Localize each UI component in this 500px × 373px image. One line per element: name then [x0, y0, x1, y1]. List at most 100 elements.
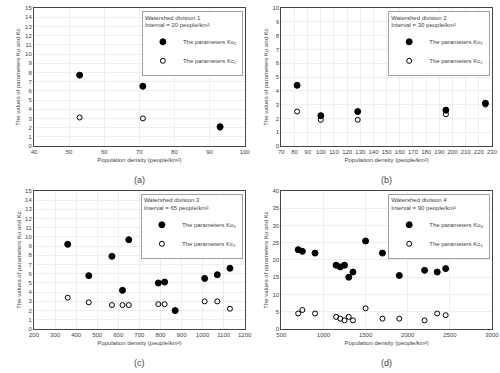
svg-text:Watershed division 3Interval =: Watershed division 3Interval = 65 people…: [144, 197, 209, 211]
svg-text:Population density (people/km²: Population density (people/km²): [344, 157, 428, 163]
svg-text:1: 1: [276, 129, 280, 135]
svg-text:200: 200: [29, 332, 40, 338]
svg-text:2: 2: [28, 308, 32, 314]
svg-text:5: 5: [276, 309, 280, 315]
svg-text:The values of parameters Ko an: The values of parameters Ko and Kc: [16, 28, 22, 125]
svg-text:800: 800: [155, 332, 166, 338]
svg-text:2: 2: [28, 125, 32, 131]
svg-text:9: 9: [28, 60, 32, 66]
svg-text:900: 900: [176, 332, 187, 338]
svg-text:500: 500: [92, 332, 103, 338]
svg-text:(a): (a): [134, 175, 145, 185]
svg-text:190: 190: [434, 149, 445, 155]
svg-text:Watershed division 1Interval =: Watershed division 1Interval = 20 people…: [145, 15, 210, 29]
svg-text:The parameters Kc₄: The parameters Kc₄: [429, 241, 483, 247]
svg-text:90: 90: [304, 149, 311, 155]
svg-text:The values of parameters Ko an: The values of parameters Ko and Kc: [263, 211, 269, 308]
svg-text:13: 13: [25, 206, 32, 212]
svg-text:15: 15: [25, 5, 32, 11]
svg-text:The parameters Ko₁: The parameters Ko₁: [183, 39, 236, 45]
svg-text:15: 15: [272, 274, 279, 280]
svg-text:6: 6: [28, 88, 32, 94]
svg-text:15: 15: [25, 188, 32, 194]
svg-text:The values of parameters Ko an: The values of parameters Ko and Kc: [263, 28, 269, 125]
svg-text:5: 5: [276, 74, 280, 80]
svg-text:40: 40: [272, 188, 279, 194]
svg-text:3: 3: [28, 298, 32, 304]
svg-text:1200: 1200: [238, 332, 252, 338]
svg-text:170: 170: [408, 149, 419, 155]
svg-text:0: 0: [28, 326, 32, 332]
svg-text:140: 140: [368, 149, 379, 155]
svg-text:7: 7: [276, 47, 280, 53]
svg-text:(b): (b): [381, 175, 392, 185]
svg-text:110: 110: [329, 149, 339, 155]
svg-text:3: 3: [276, 102, 280, 108]
svg-text:12: 12: [25, 216, 32, 222]
svg-text:100: 100: [240, 149, 251, 155]
svg-text:6: 6: [276, 60, 280, 66]
svg-text:130: 130: [355, 149, 366, 155]
svg-text:210: 210: [461, 149, 472, 155]
svg-text:5: 5: [28, 97, 32, 103]
svg-text:9: 9: [276, 19, 280, 25]
svg-text:160: 160: [395, 149, 406, 155]
svg-text:The parameters Ko₃: The parameters Ko₃: [182, 222, 236, 228]
svg-text:9: 9: [28, 243, 32, 249]
svg-text:150: 150: [382, 149, 393, 155]
svg-text:1000: 1000: [317, 332, 331, 338]
svg-text:120: 120: [342, 149, 353, 155]
svg-text:40: 40: [31, 149, 38, 155]
svg-text:11: 11: [26, 225, 33, 231]
svg-text:400: 400: [71, 332, 82, 338]
svg-text:20: 20: [272, 257, 279, 263]
svg-text:2: 2: [276, 116, 280, 122]
svg-text:Watershed division 2Interval =: Watershed division 2Interval = 30 people…: [391, 15, 456, 29]
svg-text:The parameters Kc₁: The parameters Kc₁: [183, 58, 236, 64]
svg-text:8: 8: [28, 70, 32, 76]
svg-text:2000: 2000: [401, 332, 415, 338]
svg-text:7: 7: [28, 79, 32, 85]
svg-text:1500: 1500: [359, 332, 373, 338]
svg-text:12: 12: [25, 33, 32, 39]
svg-text:10: 10: [25, 234, 32, 240]
svg-text:70: 70: [278, 149, 285, 155]
svg-text:230: 230: [487, 149, 498, 155]
svg-text:25: 25: [272, 240, 279, 246]
svg-text:10: 10: [25, 51, 32, 57]
svg-text:600: 600: [113, 332, 124, 338]
svg-text:7: 7: [28, 262, 32, 268]
svg-text:The values of parameters Ko an: The values of parameters Ko and Kc: [16, 211, 22, 308]
svg-text:180: 180: [421, 149, 432, 155]
svg-text:80: 80: [291, 149, 298, 155]
svg-text:Population density (people/km²: Population density (people/km²): [97, 157, 181, 163]
svg-text:8: 8: [28, 252, 32, 258]
svg-text:60: 60: [101, 149, 108, 155]
svg-text:1: 1: [28, 134, 32, 140]
svg-text:70: 70: [136, 149, 143, 155]
svg-text:Watershed division 4Interval =: Watershed division 4Interval = 90 people…: [391, 197, 456, 211]
svg-text:4: 4: [28, 106, 32, 112]
svg-text:10: 10: [272, 5, 279, 11]
svg-text:2500: 2500: [443, 332, 457, 338]
svg-text:The parameters Ko₂: The parameters Ko₂: [429, 39, 483, 45]
svg-text:90: 90: [206, 149, 213, 155]
svg-text:4: 4: [276, 88, 280, 94]
svg-text:8: 8: [276, 33, 280, 39]
svg-text:3: 3: [28, 116, 32, 122]
svg-text:50: 50: [66, 149, 73, 155]
svg-text:0: 0: [276, 326, 280, 332]
svg-text:300: 300: [50, 332, 61, 338]
svg-text:1: 1: [28, 317, 32, 323]
svg-text:14: 14: [25, 14, 32, 20]
svg-text:200: 200: [447, 149, 458, 155]
svg-text:100: 100: [316, 149, 327, 155]
svg-text:1000: 1000: [196, 332, 210, 338]
svg-text:500: 500: [276, 332, 287, 338]
svg-text:The parameters Ko₄: The parameters Ko₄: [429, 222, 483, 228]
svg-text:220: 220: [474, 149, 485, 155]
svg-text:3000: 3000: [485, 332, 499, 338]
svg-text:10: 10: [272, 292, 279, 298]
svg-text:The parameters Kc₂: The parameters Kc₂: [429, 58, 483, 64]
svg-text:35: 35: [272, 205, 279, 211]
